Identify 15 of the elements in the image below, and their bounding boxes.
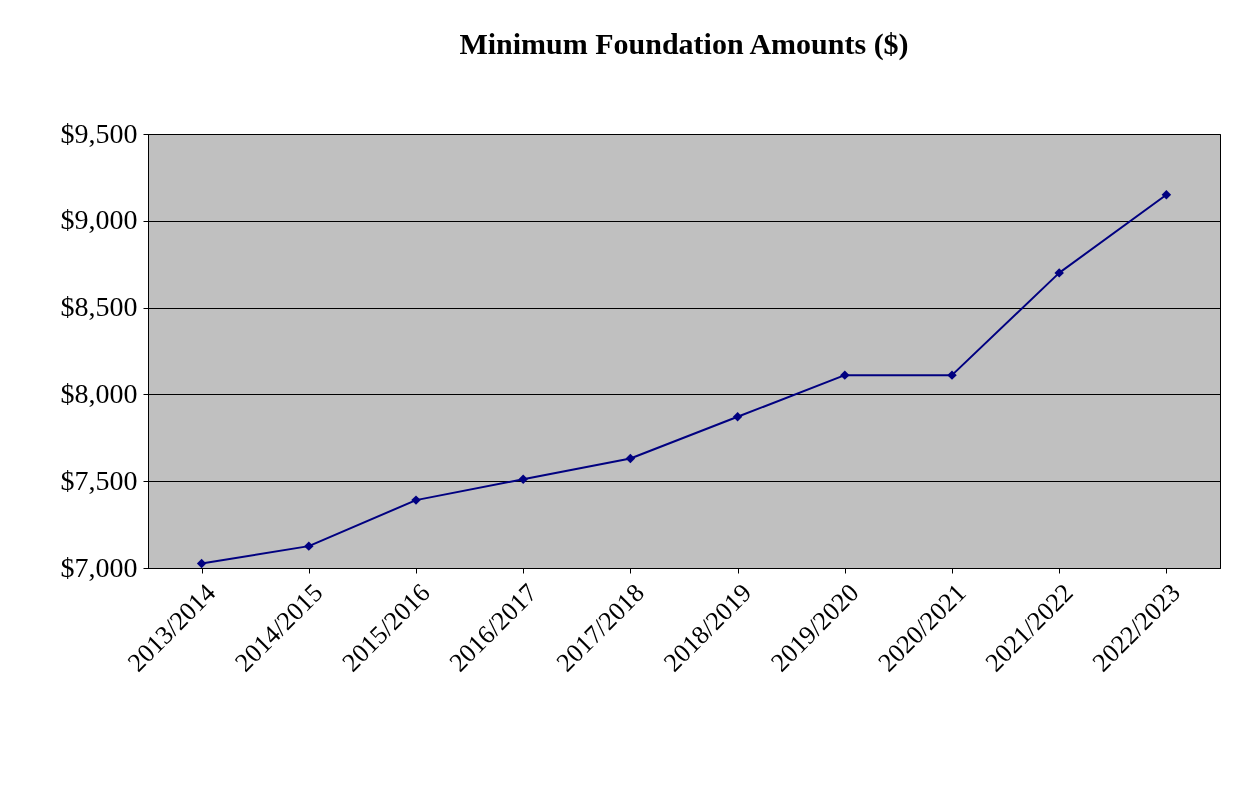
point [732, 412, 743, 422]
y-tick-label: $9,500 [60, 117, 138, 149]
point [196, 558, 207, 569]
point [518, 474, 528, 485]
point [1054, 268, 1064, 278]
y-tick-label: $8,500 [60, 291, 138, 323]
y-tick-label: $7,500 [60, 464, 138, 496]
point [625, 453, 636, 464]
y-tick-label: $9,000 [60, 204, 138, 236]
chart-title: Minimum Foundation Amounts ($) [459, 27, 909, 61]
point [840, 370, 850, 380]
y-tick-label: $7,000 [60, 551, 138, 583]
y-tick-label: $8,000 [60, 377, 138, 409]
point [1161, 190, 1172, 200]
point [304, 541, 314, 551]
